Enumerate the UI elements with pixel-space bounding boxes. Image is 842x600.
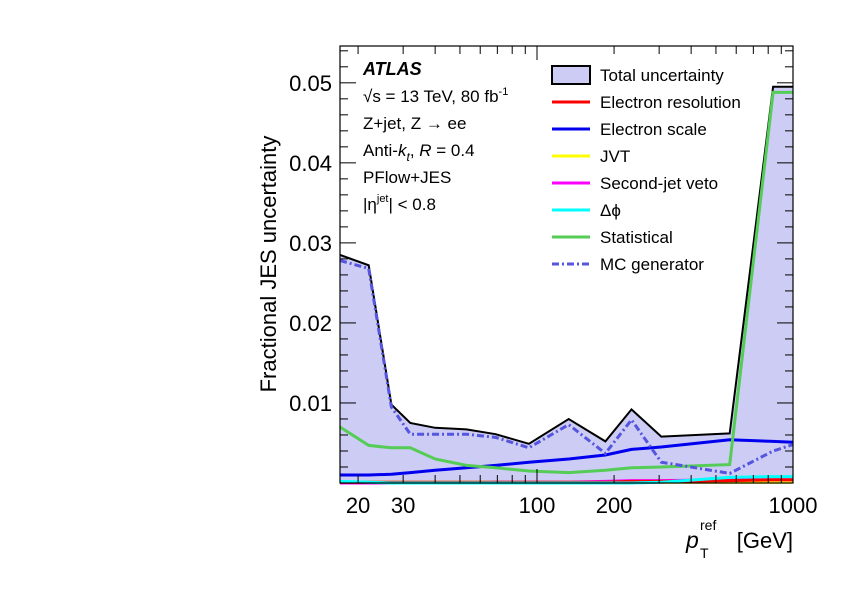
axes-frame xyxy=(339,45,794,484)
channel-label: Z+jet, Z → ee xyxy=(363,114,466,133)
x-tick-label: 20 xyxy=(346,493,370,518)
legend-label: Electron resolution xyxy=(600,93,741,112)
y-tick-label: 0.02 xyxy=(289,311,332,336)
x-label-sub: T xyxy=(700,545,709,561)
legend: Total uncertainty Electron resolution Elec… xyxy=(551,65,741,274)
series-total-uncertainty-line xyxy=(339,85,793,445)
y-tick-label: 0.05 xyxy=(289,71,332,96)
y-tick-label: 0.03 xyxy=(289,231,332,256)
x-tick-label: 30 xyxy=(391,493,415,518)
legend-label: Total uncertainty xyxy=(600,66,724,85)
legend-label: Electron scale xyxy=(600,120,707,139)
x-tick-label: 200 xyxy=(596,493,633,518)
y-tick-label: 0.04 xyxy=(289,151,332,176)
legend-label: Second-jet veto xyxy=(600,174,718,193)
energy-label: √s = 13 TeV, 80 fb-1 xyxy=(363,86,508,106)
annotation-block: ATLAS √s = 13 TeV, 80 fb-1 Z+jet, Z → ee… xyxy=(362,59,508,214)
y-tick-label: 0.01 xyxy=(289,391,332,416)
algorithm-label: Anti-kt, R = 0.4 xyxy=(363,141,475,164)
calibration-label: PFlow+JES xyxy=(363,168,451,187)
series-mc-generator-line xyxy=(339,259,794,475)
y-axis-label: Fractional JES uncertainty xyxy=(256,136,281,393)
legend-label: Δϕ xyxy=(600,201,621,220)
legend-swatch-total xyxy=(551,65,591,85)
series-statistical-line xyxy=(339,90,793,475)
series-electron-scale-line xyxy=(340,438,794,477)
legend-label: Statistical xyxy=(600,228,673,247)
series-total-uncertainty-area xyxy=(340,86,793,484)
eta-label: |ηjet| < 0.8 xyxy=(363,193,436,214)
plot-area xyxy=(339,85,794,485)
legend-label: JVT xyxy=(600,147,630,166)
x-tick-label: 100 xyxy=(519,493,556,518)
axis-ticks: 20 30 100 200 1000 0.01 0.02 0.03 0.04 0.05 xyxy=(289,46,817,518)
x-label-unit: [GeV] xyxy=(737,528,793,553)
x-tick-label: 1000 xyxy=(769,493,818,518)
x-axis-label: p ref T [GeV] xyxy=(685,517,793,561)
atlas-label: ATLAS xyxy=(362,59,422,79)
x-label-sup: ref xyxy=(700,517,716,533)
legend-label: MC generator xyxy=(600,255,704,274)
x-label-p: p xyxy=(685,527,699,553)
